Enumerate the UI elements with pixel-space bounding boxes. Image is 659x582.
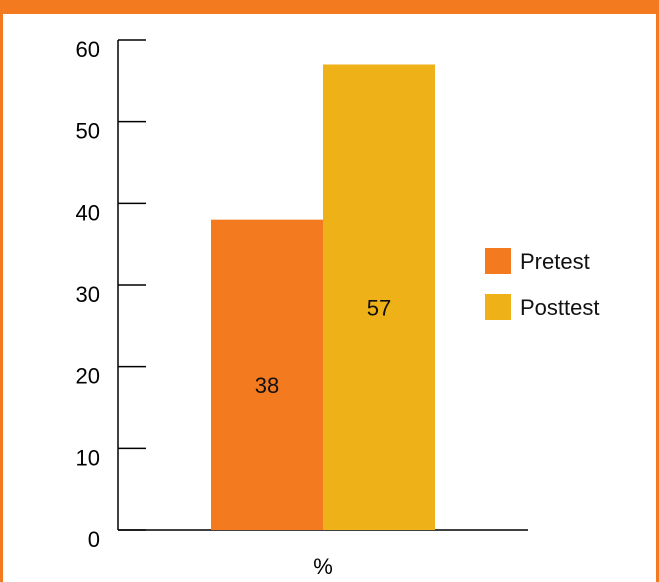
legend-swatch [485,294,511,320]
legend-label: Pretest [520,249,590,274]
bars [211,64,435,530]
bar-labels: 38 57 [255,295,391,398]
y-tick-label: 0 [88,527,100,552]
bar-pretest [211,219,323,530]
y-ticks: 0 10 20 30 40 50 60 [76,37,146,552]
x-category-label: % [313,554,333,579]
bar-data-label: 57 [367,295,391,320]
y-tick-label: 60 [76,37,100,62]
y-tick-label: 40 [76,200,100,225]
y-tick-label: 30 [76,282,100,307]
y-tick-label: 10 [76,445,100,470]
legend-label: Posttest [520,295,599,320]
y-tick-label: 20 [76,364,100,389]
legend: Pretest Posttest [485,248,599,320]
y-tick-label: 50 [76,119,100,144]
legend-swatch [485,248,511,274]
bar-data-label: 38 [255,373,279,398]
bar-posttest [323,64,435,530]
